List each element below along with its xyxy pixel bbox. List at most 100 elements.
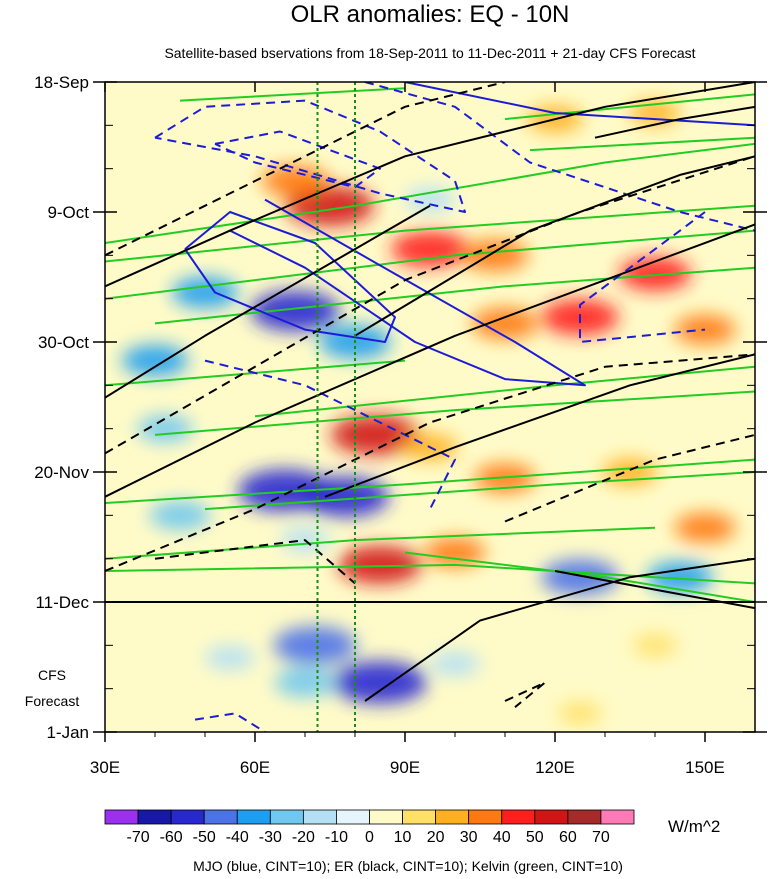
anomaly-blobs (121, 100, 736, 725)
colorbar-label-11: 40 (493, 829, 511, 846)
colorbar-label-1: -60 (160, 829, 183, 846)
x-tick-label-3: 120E (535, 758, 575, 777)
mjo-contour-0 (154, 99, 466, 213)
mjo-contour-1 (214, 130, 381, 189)
anomaly-region-23 (338, 545, 422, 584)
colorbar-swatch-10 (435, 809, 470, 825)
colorbar-swatch-8 (369, 809, 403, 825)
er-contour-10 (105, 353, 755, 572)
anomaly-region-32 (205, 645, 255, 671)
y-tick-label-4: 11-Dec (35, 593, 89, 612)
kelvin-contour-6 (254, 365, 755, 418)
colorbar-swatch-1 (137, 809, 172, 825)
er-contour-11 (154, 539, 356, 585)
wave-contours (105, 82, 755, 732)
er-contour-8 (105, 82, 506, 257)
kelvin-contour-9 (204, 471, 755, 511)
colorbar-swatch-6 (302, 809, 337, 825)
er-contour-12 (504, 433, 755, 523)
chart-title: OLR anomalies: EQ - 10N (291, 1, 570, 28)
anomaly-region-20 (137, 415, 193, 443)
colorbar-label-2: -50 (193, 829, 216, 846)
forecast-label-cfs: CFS (38, 667, 66, 683)
er-contour-2 (105, 82, 755, 288)
anomaly-region-30 (333, 661, 427, 704)
reference-longitude-lines (316, 82, 356, 732)
anomaly-region-12 (405, 187, 455, 213)
colorbar-label-14: 70 (592, 829, 610, 846)
y-tick-label-1: 9-Oct (47, 203, 89, 222)
colorbar: -70 -60 -50 -40 -30 -20 -10 0 10 20 30 40 50 60 70 (104, 809, 635, 846)
colorbar-label-9: 20 (427, 829, 445, 846)
anomaly-region-15 (330, 414, 420, 455)
colorbar-label-0: -70 (127, 829, 150, 846)
y-tick-label-3: 20-Nov (34, 463, 89, 482)
kelvin-contour-12 (404, 551, 755, 603)
colorbar-swatch-11 (468, 809, 503, 825)
kelvin-contour-4 (154, 266, 755, 325)
y-tick-label-2: 30-Oct (38, 333, 89, 352)
mjo-contour-5 (229, 198, 586, 387)
anomaly-region-10 (171, 276, 239, 309)
er-contour-7 (594, 105, 755, 139)
er-contour-9 (105, 155, 755, 455)
er-contour-1 (105, 223, 755, 498)
colorbar-label-12: 50 (526, 829, 544, 846)
colorbar-swatch-0 (104, 809, 139, 825)
mjo-contour-3 (579, 211, 706, 343)
mjo-contour-2 (364, 82, 755, 232)
colorbar-swatch-12 (501, 809, 536, 825)
x-tick-label-4: 150E (685, 758, 725, 777)
kelvin-contour-3 (105, 229, 755, 300)
colorbar-swatch-14 (567, 809, 602, 825)
mjo-contour-8 (194, 712, 266, 732)
colorbar-swatch-2 (170, 809, 205, 825)
colorbar-label-13: 60 (559, 829, 577, 846)
kelvin-contour-2 (105, 204, 755, 263)
chart-subtitle: Satellite-based bservations from 18-Sep-… (164, 45, 695, 61)
colorbar-swatch-13 (534, 809, 569, 825)
kelvin-contour-13 (504, 93, 755, 121)
anomaly-region-33 (430, 651, 480, 677)
anomaly-region-29 (273, 626, 357, 665)
colorbar-label-3: -40 (226, 829, 249, 846)
kelvin-contour-7 (154, 390, 755, 436)
kelvin-contour-1 (105, 142, 755, 244)
anomaly-region-2 (391, 231, 469, 268)
mjo-contour-4 (184, 211, 396, 343)
colorbar-unit: W/m^2 (668, 817, 720, 836)
colorbar-label-10: 30 (460, 829, 478, 846)
contour-legend: MJO (blue, CINT=10); ER (black, CINT=10)… (193, 858, 623, 874)
anomaly-region-0 (285, 185, 375, 226)
forecast-label-forecast: Forecast (25, 693, 80, 709)
anomaly-region-1 (261, 165, 329, 197)
kelvin-contour-11 (105, 563, 755, 585)
x-tick-label-1: 60E (240, 758, 270, 777)
colorbar-label-6: -10 (325, 829, 348, 846)
anomaly-region-11 (121, 344, 189, 377)
colorbar-swatch-7 (336, 809, 370, 825)
x-tick-label-2: 90E (390, 758, 420, 777)
colorbar-swatch-9 (402, 809, 437, 825)
anomaly-region-3 (461, 239, 529, 272)
x-tick-label-0: 30E (90, 758, 120, 777)
y-tick-label-0: 18-Sep (34, 73, 89, 92)
colorbar-label-4: -30 (259, 829, 282, 846)
er-contour-3 (354, 155, 755, 337)
kelvin-contour-14 (529, 136, 755, 152)
colorbar-label-5: -20 (292, 829, 315, 846)
colorbar-swatch-4 (236, 809, 271, 825)
mjo-contour-7 (204, 359, 456, 510)
colorbar-label-8: 10 (394, 829, 412, 846)
anomaly-region-35 (557, 702, 603, 725)
anomaly-region-26 (424, 537, 486, 568)
anomaly-region-31 (274, 667, 336, 698)
colorbar-label-7: 0 (365, 829, 374, 846)
plot-frame (104, 81, 756, 733)
anomaly-shading (121, 100, 736, 725)
kelvin-contour-8 (105, 458, 755, 504)
kelvin-contour-0 (179, 87, 406, 102)
colorbar-swatch-3 (203, 809, 238, 825)
